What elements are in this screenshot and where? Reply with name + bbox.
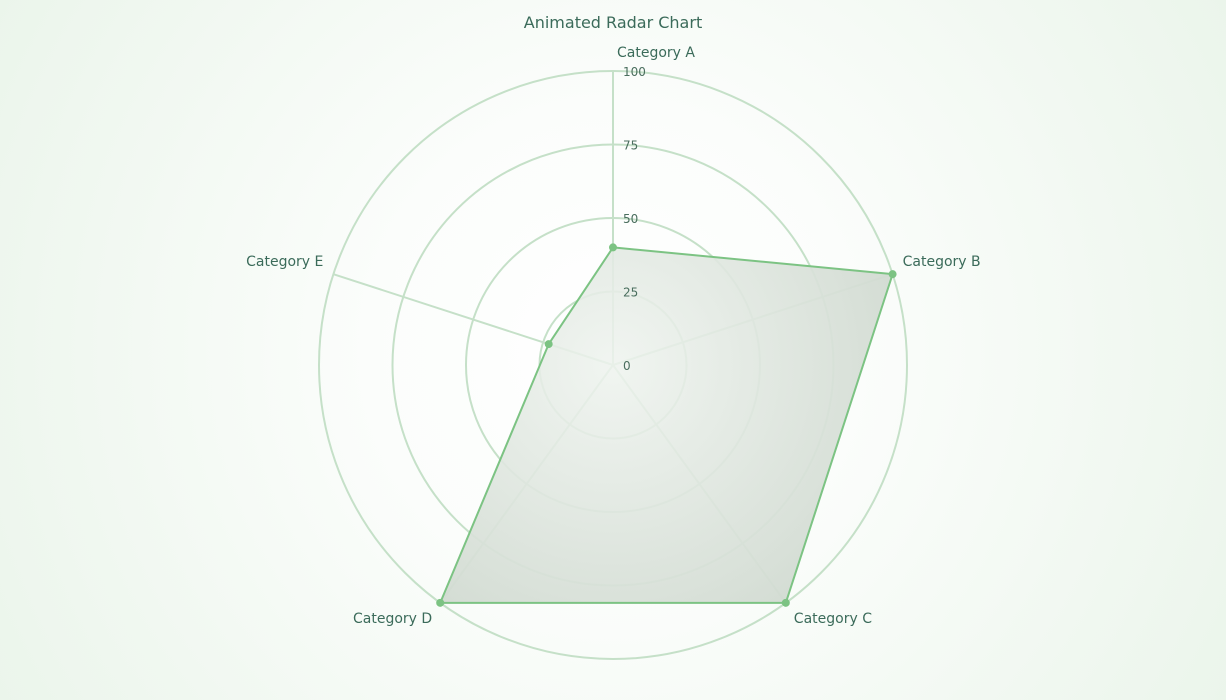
tick-label-50: 50 bbox=[623, 212, 638, 226]
category-label-4: Category D bbox=[353, 611, 432, 627]
tick-label-25: 25 bbox=[623, 286, 638, 300]
category-label-5: Category E bbox=[246, 254, 323, 270]
radar-series bbox=[436, 243, 897, 607]
category-label-3: Category C bbox=[794, 611, 872, 627]
data-point-1[interactable] bbox=[609, 243, 617, 252]
radial-tick-labels: 0 25 50 75 100 bbox=[623, 65, 646, 373]
category-label-2: Category B bbox=[903, 254, 981, 270]
series-area-1 bbox=[439, 246, 894, 604]
data-point-5[interactable] bbox=[544, 340, 553, 349]
category-label-1: Category A bbox=[617, 45, 695, 61]
tick-label-75: 75 bbox=[623, 139, 638, 153]
category-labels: Category A Category B Category C Category D… bbox=[246, 45, 980, 627]
tick-label-0: 0 bbox=[623, 359, 631, 373]
data-point-4[interactable] bbox=[436, 598, 445, 607]
data-point-2[interactable] bbox=[888, 270, 897, 279]
chart-title: Animated Radar Chart bbox=[524, 13, 702, 32]
data-point-3[interactable] bbox=[781, 598, 790, 607]
tick-label-100: 100 bbox=[623, 65, 646, 79]
